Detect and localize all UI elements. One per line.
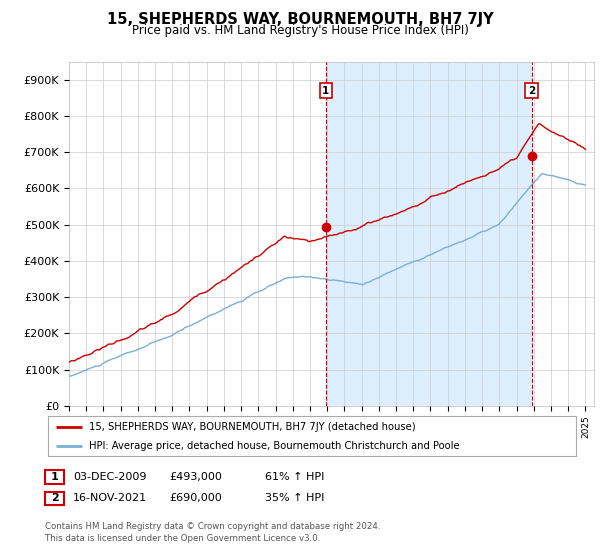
Text: 1: 1 <box>322 86 329 96</box>
Text: 1: 1 <box>51 472 58 482</box>
Text: 61% ↑ HPI: 61% ↑ HPI <box>265 472 325 482</box>
Text: Price paid vs. HM Land Registry's House Price Index (HPI): Price paid vs. HM Land Registry's House … <box>131 24 469 37</box>
Text: 15, SHEPHERDS WAY, BOURNEMOUTH, BH7 7JY (detached house): 15, SHEPHERDS WAY, BOURNEMOUTH, BH7 7JY … <box>89 422 416 432</box>
Bar <box>326 62 532 406</box>
Text: £690,000: £690,000 <box>169 493 222 503</box>
Text: Contains HM Land Registry data © Crown copyright and database right 2024.
This d: Contains HM Land Registry data © Crown c… <box>45 522 380 543</box>
Text: 03-DEC-2009: 03-DEC-2009 <box>73 472 146 482</box>
Text: 15, SHEPHERDS WAY, BOURNEMOUTH, BH7 7JY: 15, SHEPHERDS WAY, BOURNEMOUTH, BH7 7JY <box>107 12 493 27</box>
Text: £493,000: £493,000 <box>169 472 222 482</box>
Text: 2: 2 <box>528 86 535 96</box>
Text: 16-NOV-2021: 16-NOV-2021 <box>73 493 148 503</box>
Text: 35% ↑ HPI: 35% ↑ HPI <box>265 493 325 503</box>
Text: HPI: Average price, detached house, Bournemouth Christchurch and Poole: HPI: Average price, detached house, Bour… <box>89 441 460 450</box>
Text: 2: 2 <box>51 493 58 503</box>
